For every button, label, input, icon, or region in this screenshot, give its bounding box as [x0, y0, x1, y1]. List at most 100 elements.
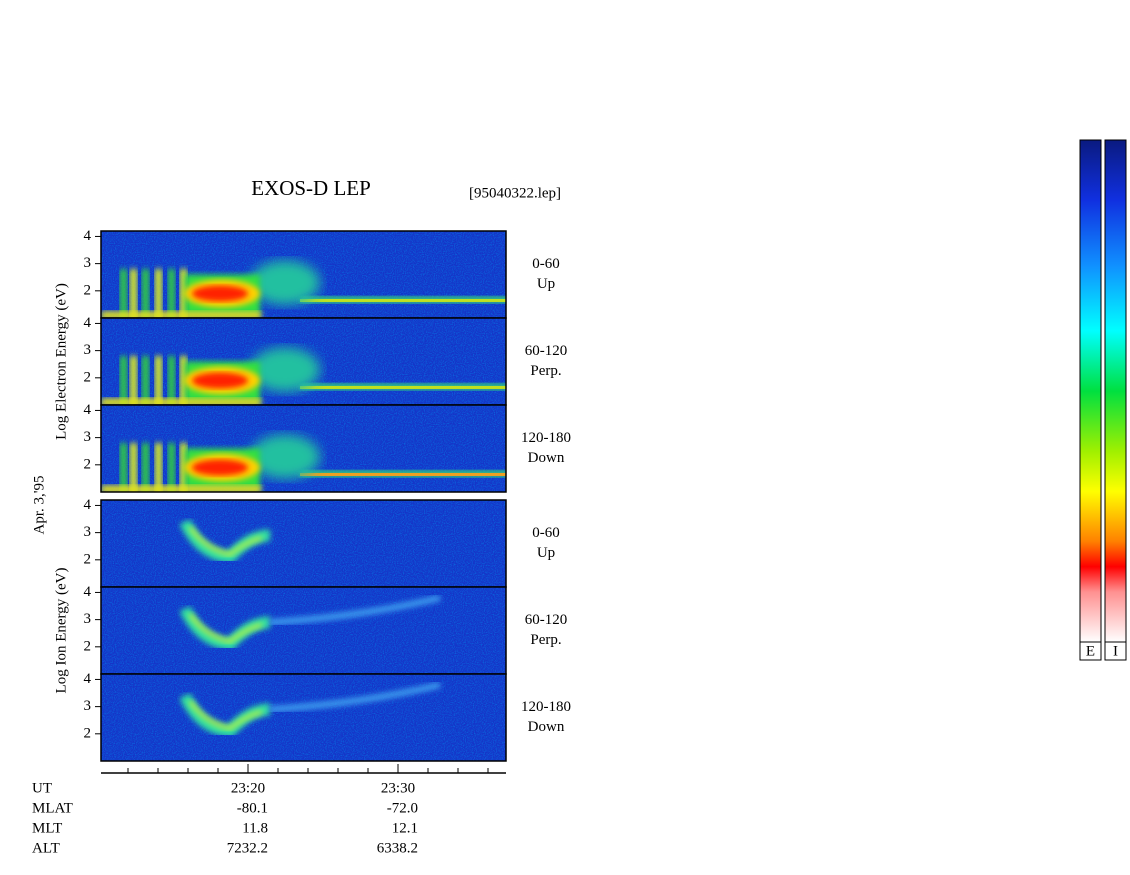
burst — [142, 269, 149, 318]
y-axis-label: Log Electron Energy (eV) — [53, 283, 69, 440]
panel-frame — [100, 404, 507, 493]
orbit-value: 12.1 — [392, 820, 418, 836]
colorbar-label: E — [1086, 643, 1095, 659]
band-core — [300, 298, 506, 302]
date-label: Apr. 3,'95 — [31, 476, 47, 535]
burst — [142, 443, 149, 492]
orbit-name: MLT — [32, 820, 62, 836]
y-tick-label: 4 — [84, 671, 92, 687]
noise — [101, 500, 506, 587]
spectrogram-panel: 2 3 4 — [84, 402, 507, 493]
burst — [130, 269, 137, 318]
panel-content — [101, 318, 506, 405]
colorbar-label: I — [1113, 643, 1118, 659]
burst — [142, 356, 149, 405]
burst — [168, 269, 175, 318]
panel-content — [101, 405, 506, 492]
y-tick-label: 4 — [84, 497, 92, 513]
low-edge — [101, 311, 261, 318]
panel-direction: Up — [537, 545, 555, 561]
y-tick-label: 3 — [84, 429, 92, 445]
panel-range: 60-120 — [525, 612, 568, 628]
burst — [120, 356, 127, 405]
spectrogram-panel: 2 3 4 — [84, 584, 507, 675]
peak-red — [192, 285, 248, 302]
y-tick-label: 3 — [84, 342, 92, 358]
ion-core — [188, 613, 263, 644]
spectrogram-panel: 2 3 4 — [84, 315, 507, 406]
burst — [120, 269, 127, 318]
panel-range: 120-180 — [521, 699, 571, 715]
y-tick-label: 2 — [84, 282, 92, 298]
panel-direction: Up — [537, 276, 555, 292]
noise — [101, 587, 506, 674]
y-tick-label: 4 — [84, 584, 92, 600]
panel-frame — [100, 673, 507, 762]
panel-range: 60-120 — [525, 343, 568, 359]
peak-red — [192, 372, 248, 389]
burst — [168, 443, 175, 492]
y-tick-label: 3 — [84, 698, 92, 714]
noise — [101, 674, 506, 761]
orbit-value: -80.1 — [237, 800, 268, 816]
y-tick-label: 3 — [84, 255, 92, 271]
orbit-name: ALT — [32, 840, 60, 856]
x-tick-label: 23:30 — [381, 780, 415, 796]
colorbar — [1104, 139, 1127, 643]
panel-range: 0-60 — [532, 256, 560, 272]
y-tick-label: 2 — [84, 369, 92, 385]
orbit-header: UT — [32, 780, 52, 796]
y-tick-label: 4 — [84, 228, 92, 244]
panel-content — [101, 587, 506, 674]
burst — [168, 356, 175, 405]
y-axis-label: Log Ion Energy (eV) — [53, 568, 69, 694]
panel-direction: Down — [528, 719, 565, 735]
spectrogram-panel: 2 3 4 — [84, 228, 507, 319]
spectrogram-panel: 2 3 4 — [84, 671, 507, 762]
ion-tail — [269, 681, 441, 713]
burst — [180, 356, 187, 405]
ion-core — [188, 526, 263, 557]
y-tick-label: 4 — [84, 402, 92, 418]
orbit-name: MLAT — [32, 800, 73, 816]
panel-direction: Perp. — [530, 632, 561, 648]
panel-direction: Down — [528, 450, 565, 466]
panel-direction: Perp. — [530, 363, 561, 379]
low-edge — [101, 485, 261, 492]
y-tick-label: 3 — [84, 611, 92, 627]
colorbar-label-box — [1079, 641, 1102, 661]
y-tick-label: 2 — [84, 638, 92, 654]
ion-tail — [269, 594, 441, 626]
colorbar-label-box — [1104, 641, 1127, 661]
burst — [155, 269, 162, 318]
file-name: [95040322.lep] — [469, 185, 561, 201]
burst — [130, 356, 137, 405]
panel-range: 0-60 — [532, 525, 560, 541]
y-tick-label: 4 — [84, 315, 92, 331]
x-tick-label: 23:20 — [231, 780, 265, 796]
burst — [180, 269, 187, 318]
haze — [250, 347, 320, 392]
panel-content — [101, 231, 506, 318]
orbit-value: 6338.2 — [377, 840, 418, 856]
colorbar — [1079, 139, 1102, 643]
low-edge — [101, 398, 261, 405]
peak-red — [192, 459, 248, 476]
burst — [130, 443, 137, 492]
burst — [120, 443, 127, 492]
panel-content — [101, 674, 506, 761]
y-tick-label: 2 — [84, 725, 92, 741]
burst — [155, 443, 162, 492]
haze — [250, 260, 320, 305]
y-tick-label: 2 — [84, 456, 92, 472]
ion-core — [188, 700, 263, 731]
haze — [250, 434, 320, 479]
burst — [155, 356, 162, 405]
y-tick-label: 2 — [84, 551, 92, 567]
spectrogram-panel: 2 3 4 — [84, 497, 507, 588]
band-core — [300, 385, 506, 389]
chart-title: EXOS-D LEP — [251, 176, 371, 200]
orbit-value: 7232.2 — [227, 840, 268, 856]
orbit-value: -72.0 — [387, 800, 418, 816]
